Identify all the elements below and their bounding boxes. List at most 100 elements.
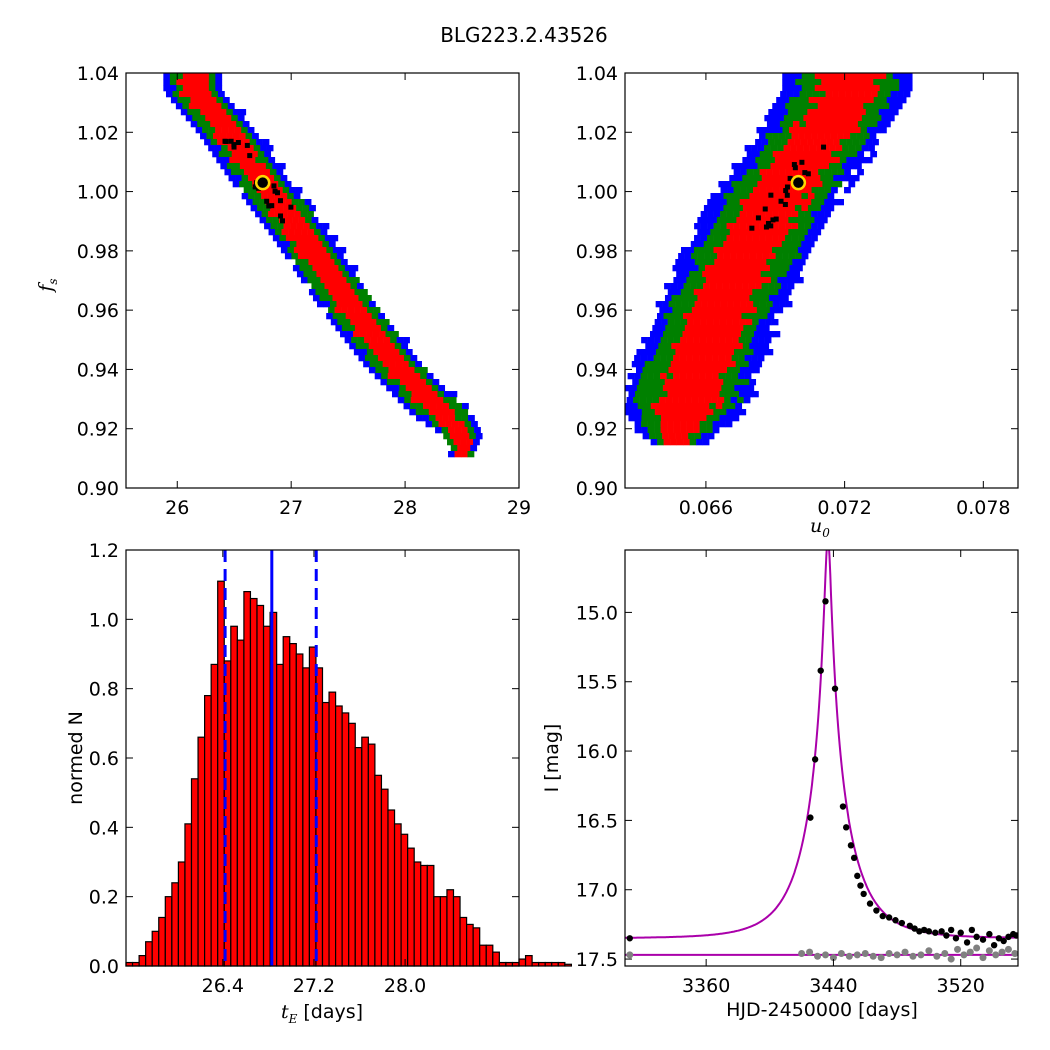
histogram-bar xyxy=(466,923,474,967)
data-point xyxy=(892,917,899,924)
posterior-cell xyxy=(746,301,754,308)
posterior-cell xyxy=(772,223,779,230)
data-point-secondary xyxy=(845,952,853,960)
posterior-cell xyxy=(814,217,822,224)
posterior-cell xyxy=(723,295,731,302)
posterior-cell xyxy=(791,103,799,110)
posterior-cell xyxy=(827,79,835,86)
posterior-cell xyxy=(772,133,779,140)
posterior-cell xyxy=(266,217,273,224)
posterior-cell xyxy=(759,235,766,242)
posterior-cell xyxy=(774,283,782,290)
posterior-cell xyxy=(801,205,809,212)
posterior-cell xyxy=(852,109,860,116)
posterior-cell xyxy=(342,301,350,308)
posterior-cell xyxy=(690,283,697,290)
posterior-cell xyxy=(190,97,198,104)
posterior-cell xyxy=(737,265,745,272)
posterior-cell xyxy=(839,139,847,146)
x-tick-label: 27 xyxy=(279,497,303,519)
y-axis-label: I [mag] xyxy=(541,724,563,793)
posterior-cell xyxy=(679,355,687,362)
posterior-cell xyxy=(641,415,649,422)
posterior-cell xyxy=(811,103,819,110)
posterior-cell xyxy=(403,355,411,362)
posterior-cell xyxy=(454,427,462,434)
posterior-cell xyxy=(759,301,767,308)
posterior-cell xyxy=(334,307,342,314)
posterior-cell xyxy=(746,199,753,206)
posterior-cell xyxy=(716,361,724,368)
posterior-cell xyxy=(341,289,349,296)
posterior-cell xyxy=(372,331,380,338)
posterior-cell xyxy=(742,229,750,236)
posterior-cell xyxy=(669,385,677,392)
posterior-cell xyxy=(289,241,297,248)
posterior-cell xyxy=(675,349,683,356)
panel-fs-vs-u0: 0.066 0.072 0.0780.900.920.940.960.981.001… xyxy=(576,63,1019,540)
posterior-cell xyxy=(837,199,844,206)
data-point-secondary xyxy=(973,944,981,952)
posterior-cell xyxy=(651,361,659,368)
data-point xyxy=(986,930,993,938)
posterior-cell xyxy=(703,229,711,236)
posterior-cell xyxy=(831,151,839,158)
posterior-cell xyxy=(856,133,864,140)
posterior-cell xyxy=(751,391,759,398)
posterior-cell xyxy=(798,211,805,218)
posterior-cell xyxy=(688,301,695,308)
posterior-cell xyxy=(182,79,190,86)
posterior-cell xyxy=(721,385,729,392)
posterior-cell xyxy=(738,163,745,170)
posterior-cell xyxy=(706,427,713,434)
posterior-cell xyxy=(775,241,783,248)
posterior-cell xyxy=(700,367,708,374)
histogram-bar xyxy=(452,896,461,967)
posterior-cell xyxy=(670,283,678,290)
posterior-cell xyxy=(840,85,848,92)
histogram-bar xyxy=(354,746,363,967)
posterior-cell xyxy=(723,193,731,200)
posterior-cell xyxy=(324,235,332,242)
histogram-bar xyxy=(557,961,566,967)
posterior-cell xyxy=(746,211,753,218)
posterior-cell xyxy=(733,169,741,176)
posterior-cell xyxy=(662,349,670,356)
posterior-cell xyxy=(225,151,233,158)
posterior-cell xyxy=(396,337,404,344)
posterior-cell xyxy=(719,391,727,398)
posterior-cell xyxy=(341,307,348,314)
posterior-cell xyxy=(772,169,780,176)
posterior-cell xyxy=(284,181,292,188)
posterior-cell xyxy=(756,127,764,134)
posterior-cell xyxy=(417,391,425,398)
posterior-cell xyxy=(693,289,701,296)
posterior-cell xyxy=(687,289,695,296)
posterior-cell xyxy=(729,241,737,248)
posterior-cell xyxy=(367,325,375,332)
posterior-cell xyxy=(658,379,666,386)
posterior-cell xyxy=(737,181,745,188)
posterior-cell xyxy=(768,205,776,212)
posterior-cell xyxy=(343,283,351,290)
posterior-cell xyxy=(762,217,770,224)
data-point-secondary xyxy=(861,950,869,958)
posterior-cell xyxy=(685,265,693,272)
posterior-cell xyxy=(625,403,626,410)
best-chain-cell xyxy=(762,206,768,212)
posterior-cell xyxy=(807,139,814,146)
posterior-cell xyxy=(236,121,243,128)
posterior-cell xyxy=(765,211,773,218)
posterior-cell xyxy=(308,259,316,266)
posterior-cell xyxy=(318,265,326,272)
posterior-cell xyxy=(666,355,674,362)
posterior-cell xyxy=(783,265,790,272)
posterior-cell xyxy=(443,391,451,398)
posterior-cell xyxy=(347,289,355,296)
posterior-cell xyxy=(254,193,262,200)
posterior-cell xyxy=(679,265,686,272)
posterior-cell xyxy=(848,145,856,152)
posterior-cell xyxy=(182,85,190,92)
posterior-cell xyxy=(779,301,786,308)
posterior-cell xyxy=(746,151,754,158)
